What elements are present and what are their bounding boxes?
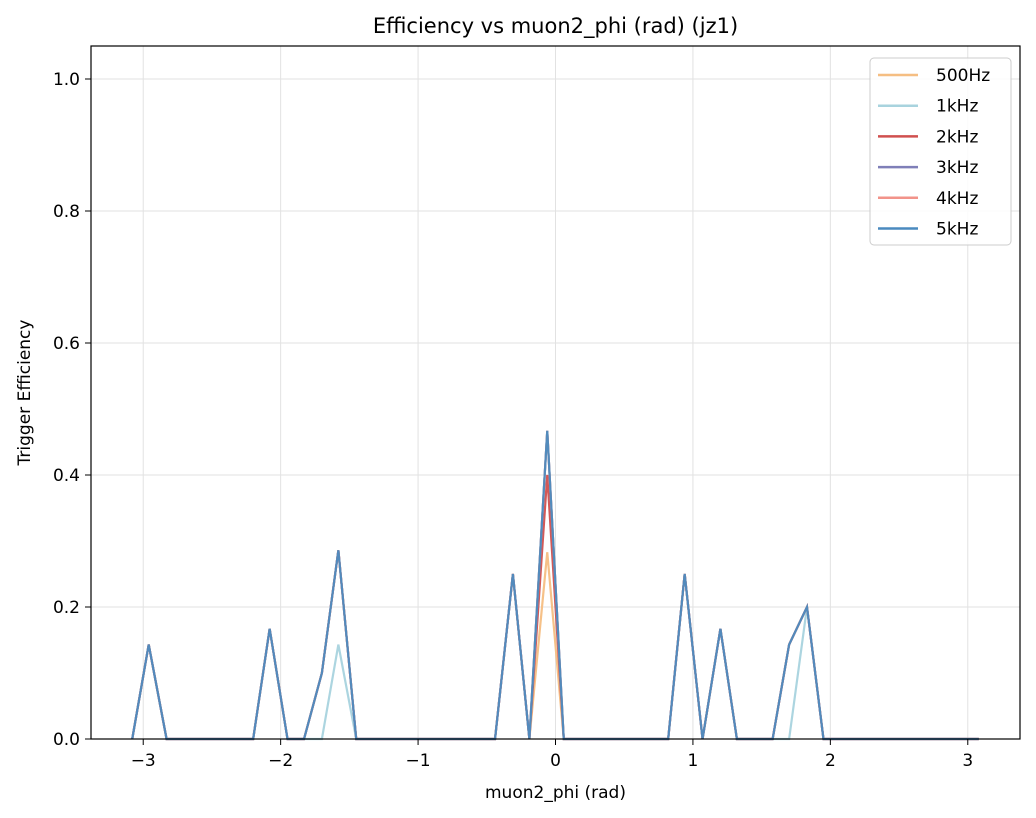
y-tick-label: 0.6 bbox=[53, 334, 80, 354]
axis-ticks: −3 −2 −1 0 1 2 3 0.0 0.2 0.4 0.6 0.8 1.0 bbox=[53, 70, 973, 771]
x-tick-label: 3 bbox=[962, 751, 973, 771]
x-tick-label: −3 bbox=[131, 751, 156, 771]
y-tick-label: 0.4 bbox=[53, 466, 80, 486]
legend-label: 4kHz bbox=[936, 189, 978, 209]
legend-label: 500Hz bbox=[936, 66, 990, 86]
x-tick-label: −1 bbox=[406, 751, 431, 771]
x-tick-label: 2 bbox=[825, 751, 836, 771]
x-tick-label: −2 bbox=[268, 751, 293, 771]
y-axis-label: Trigger Efficiency bbox=[15, 320, 35, 467]
x-axis-label: muon2_phi (rad) bbox=[485, 783, 626, 803]
legend-label: 2kHz bbox=[936, 127, 978, 147]
legend-label: 3kHz bbox=[936, 158, 978, 178]
legend-label: 1kHz bbox=[936, 97, 978, 117]
y-tick-label: 0.2 bbox=[53, 598, 80, 618]
x-tick-label: 0 bbox=[550, 751, 561, 771]
y-tick-label: 0.0 bbox=[53, 730, 80, 750]
chart-title: Efficiency vs muon2_phi (rad) (jz1) bbox=[373, 14, 738, 39]
legend-label: 5kHz bbox=[936, 220, 978, 240]
y-tick-label: 1.0 bbox=[53, 70, 80, 90]
legend: 500Hz 1kHz 2kHz 3kHz 4kHz 5kHz bbox=[869, 57, 1012, 246]
legend-box bbox=[869, 57, 1012, 246]
x-tick-label: 1 bbox=[688, 751, 699, 771]
y-tick-label: 0.8 bbox=[53, 202, 80, 222]
